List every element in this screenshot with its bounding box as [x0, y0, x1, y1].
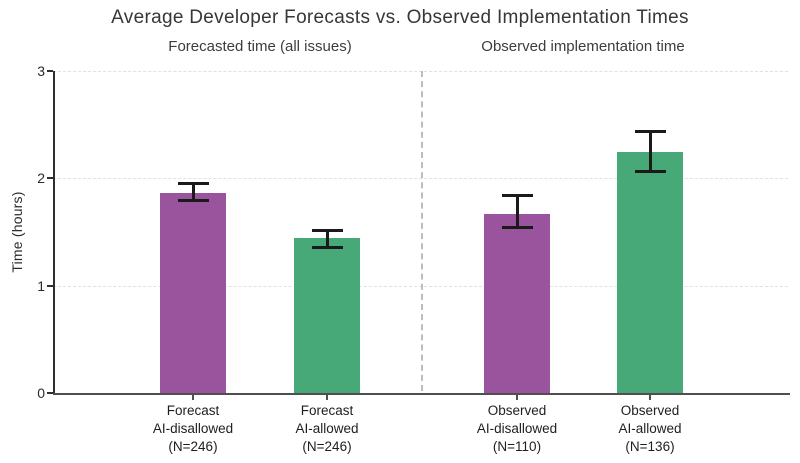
y-tick-label-3: 3 [37, 63, 45, 79]
panel-divider [421, 71, 423, 391]
x-tick-forecast-ai-allowed [326, 395, 328, 400]
x-label-line: (N=246) [168, 439, 218, 454]
x-label-line: (N=246) [302, 439, 352, 454]
y-tick-3 [47, 70, 53, 72]
y-tick-1 [47, 284, 53, 287]
x-label-line: AI-disallowed [476, 421, 558, 436]
bar-observed-ai-disallowed [484, 213, 550, 393]
x-tick-observed-ai-allowed [649, 395, 651, 400]
bar-observed-ai-allowed [617, 151, 683, 393]
x-label-line: Forecast [300, 403, 354, 418]
x-tick-observed-ai-disallowed [516, 395, 518, 400]
panel-label-observed: Observed implementation time [481, 38, 685, 55]
y-axis-spine [53, 71, 55, 393]
x-axis-line [53, 393, 790, 395]
error-bar-forecast-ai-allowed [325, 230, 329, 248]
error-bar-observed-ai-allowed [648, 131, 652, 172]
bar-forecast-ai-disallowed [160, 193, 226, 393]
y-tick-label-2: 2 [37, 170, 45, 187]
x-label-line: Observed [487, 403, 547, 418]
error-bar-cap-top-forecast-ai-disallowed [177, 182, 209, 186]
x-tick-forecast-ai-disallowed [192, 395, 194, 400]
x-label-line: (N=110) [492, 439, 542, 454]
gridline-y3 [53, 71, 788, 72]
error-bar-cap-bottom-forecast-ai-allowed [311, 245, 343, 249]
x-label-observed-ai-disallowed: Observed AI-disallowed (N=110) [477, 402, 557, 456]
error-bar-cap-bottom-forecast-ai-disallowed [177, 199, 209, 203]
gridline-y2 [53, 178, 788, 180]
error-bar-cap-top-observed-ai-allowed [634, 129, 666, 133]
error-bar-cap-bottom-observed-ai-disallowed [501, 226, 533, 230]
x-label-observed-ai-allowed: Observed AI-allowed (N=136) [618, 402, 681, 456]
chart-title: Average Developer Forecasts vs. Observed… [111, 7, 689, 28]
bar-forecast-ai-allowed [294, 238, 360, 393]
x-label-line: AI-allowed [618, 421, 682, 436]
gridline-y1 [53, 285, 788, 287]
x-label-forecast-ai-disallowed: Forecast AI-disallowed (N=246) [153, 402, 233, 456]
x-label-forecast-ai-allowed: Forecast AI-allowed (N=246) [295, 402, 358, 456]
y-tick-0 [47, 392, 53, 394]
error-bar-cap-bottom-observed-ai-allowed [634, 170, 666, 174]
error-bar-cap-top-forecast-ai-allowed [311, 229, 343, 233]
x-label-line: Forecast [166, 403, 220, 418]
x-label-line: Observed [620, 403, 680, 418]
error-bar-cap-top-observed-ai-disallowed [501, 194, 533, 197]
x-label-line: AI-disallowed [152, 421, 234, 436]
y-tick-label-1: 1 [37, 277, 45, 294]
error-bar-forecast-ai-disallowed [191, 183, 195, 201]
y-tick-label-0: 0 [37, 385, 45, 401]
error-bar-observed-ai-disallowed [515, 195, 519, 228]
x-label-line: AI-allowed [295, 421, 359, 436]
panel-label-forecast: Forecasted time (all issues) [168, 38, 352, 55]
y-tick-2 [47, 177, 53, 180]
x-label-line: (N=136) [625, 439, 675, 454]
